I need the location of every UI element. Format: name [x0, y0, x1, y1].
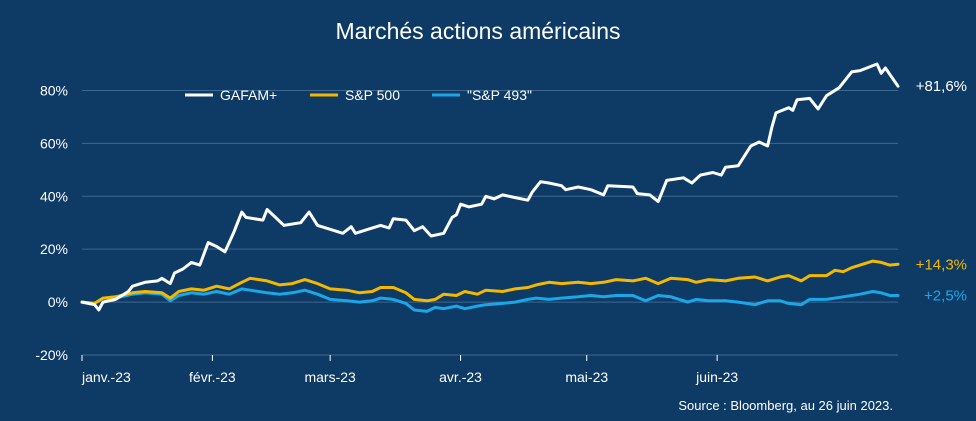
grid-lines	[82, 89, 898, 356]
chart-title: Marchés actions américains	[335, 18, 620, 44]
end-labels: +81,6% +14,3% +2,5%	[916, 78, 967, 304]
x-tick-label: janv.-23	[81, 369, 131, 385]
y-tick-label: 20%	[40, 241, 68, 257]
end-value-label: +81,6%	[916, 78, 967, 95]
x-tick-label: févr.-23	[189, 369, 236, 385]
legend-label: S&P 500	[345, 87, 400, 103]
y-tick-label: 0%	[48, 294, 68, 310]
legend-label: GAFAM+	[220, 87, 277, 103]
y-tick-label: 80%	[40, 82, 68, 98]
x-tick-label: juin-23	[695, 369, 738, 385]
series-line	[80, 287, 900, 313]
series-lines	[80, 62, 900, 313]
x-tick-label: avr.-23	[439, 369, 482, 385]
series-line	[80, 62, 900, 312]
legend: GAFAM+ S&P 500 "S&P 493"	[185, 87, 532, 103]
x-tick-label: mai-23	[565, 369, 608, 385]
y-axis: -20% 0% 20% 40% 60% 80%	[35, 82, 68, 363]
end-value-label: +14,3%	[916, 256, 967, 273]
end-value-label: +2,5%	[924, 287, 967, 304]
series-line	[80, 259, 900, 305]
x-axis: janv.-23 févr.-23 mars-23 avr.-23 mai-23 juin…	[81, 355, 738, 385]
y-tick-label: 60%	[40, 135, 68, 151]
x-tick-label: mars-23	[304, 369, 356, 385]
y-tick-label: 40%	[40, 188, 68, 204]
y-tick-label: -20%	[35, 347, 68, 363]
legend-label: "S&P 493"	[467, 87, 532, 103]
source-note: Source : Bloomberg, au 26 juin 2023.	[678, 398, 893, 413]
